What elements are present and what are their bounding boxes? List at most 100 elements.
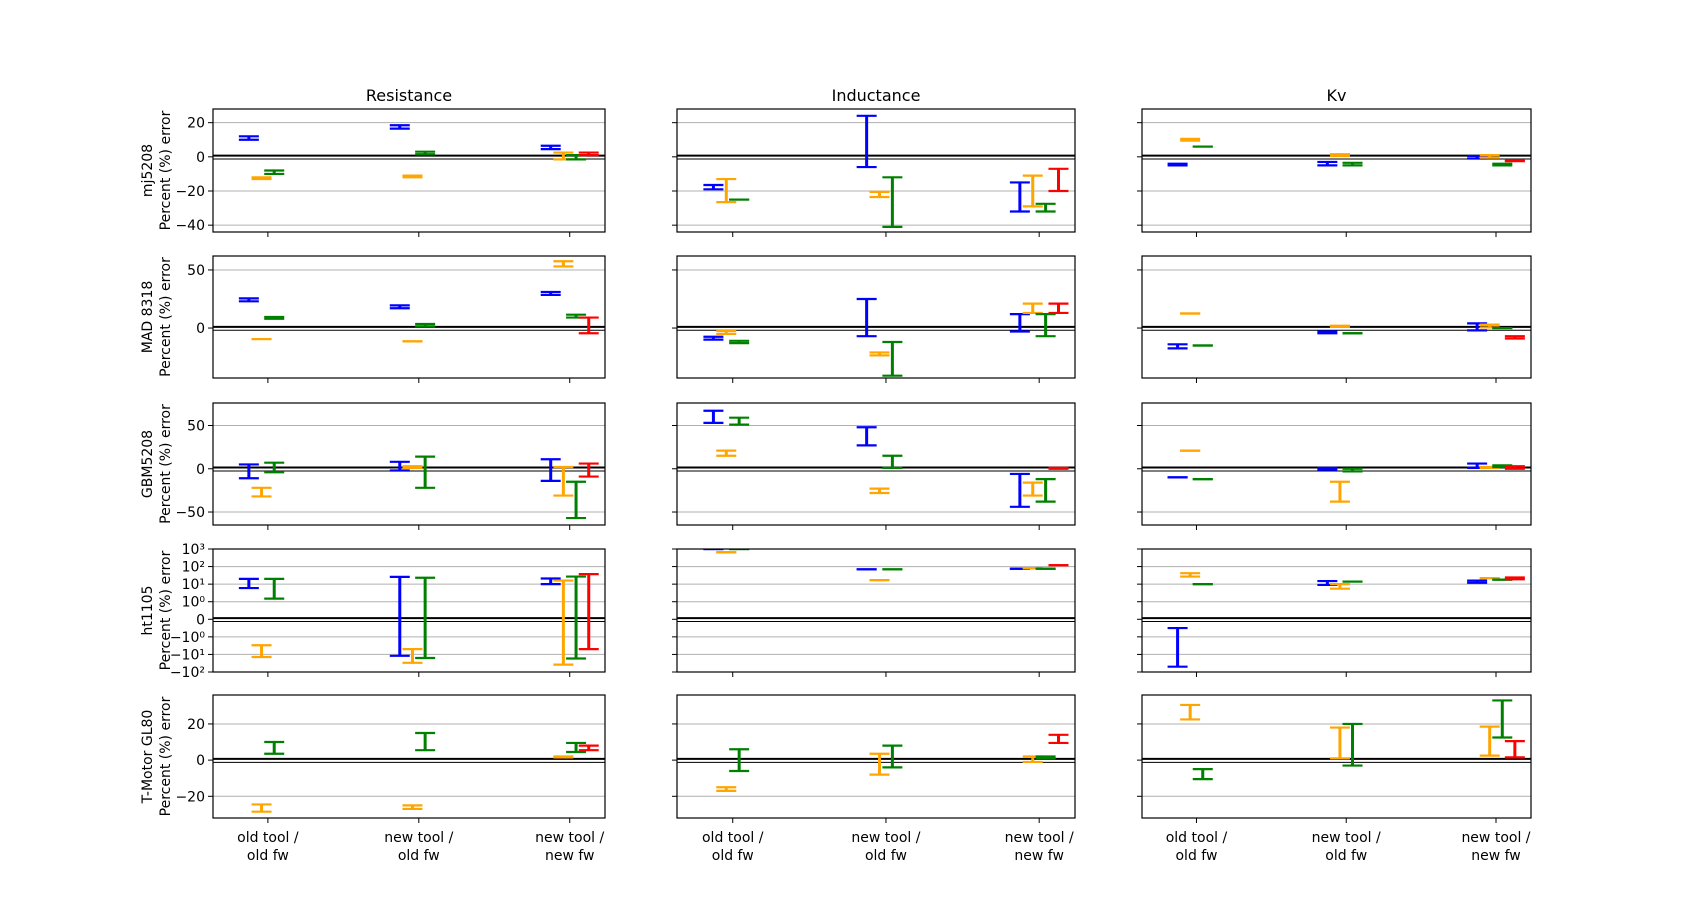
errorbar-orange (553, 260, 574, 268)
errorbar-red (1048, 466, 1069, 470)
errorbar-orange (716, 786, 737, 792)
errorbar-red (1504, 740, 1525, 759)
errorbar-green (729, 339, 750, 345)
errorbar-blue (389, 304, 410, 310)
errorbar-orange (1329, 153, 1350, 158)
errorbar-orange (251, 486, 272, 498)
errorbar-red (1504, 465, 1525, 470)
row-label-line: ht1105 (140, 586, 156, 636)
errorbar-orange (869, 752, 890, 776)
y-tick-label: −50 (175, 505, 205, 521)
errorbar-orange (1479, 154, 1500, 159)
errorbar-green (1492, 699, 1513, 739)
row-label-4: T-Motor GL80 Percent (%) error (140, 696, 174, 816)
errorbar-green (1342, 161, 1363, 167)
errorbar-blue (389, 575, 410, 657)
errorbar-blue (1317, 466, 1338, 471)
errorbar-orange (553, 465, 574, 497)
panel-frame (676, 108, 1076, 233)
errorbar-red (1504, 335, 1525, 340)
errorbar-blue (1167, 626, 1188, 668)
errorbar-blue (703, 335, 724, 341)
errorbars (1180, 699, 1525, 781)
panel-r1-c0: 50 0 (187, 255, 606, 383)
panel-r1-c2 (1137, 255, 1532, 383)
errorbar-green (415, 731, 436, 752)
column-title-kv: Kv (1327, 86, 1347, 105)
errorbar-red (578, 573, 599, 651)
panel-r0-c1 (672, 108, 1076, 237)
panel-r3-c1 (672, 548, 1076, 677)
panel-frame (1141, 255, 1532, 379)
column-title-inductance: Inductance (832, 86, 921, 105)
errorbar-orange (1329, 480, 1350, 503)
x-tick-label: old tool / (702, 830, 764, 846)
errorbar-green (1035, 755, 1056, 760)
panel-frame (1141, 108, 1532, 233)
errorbar-green (566, 575, 587, 660)
errorbar-blue (1467, 322, 1488, 332)
panel-r2-c2 (1137, 402, 1532, 530)
panel-frame (212, 694, 606, 819)
row-label-line: Percent (%) error (158, 696, 174, 816)
row-label-line: Percent (%) error (158, 550, 174, 670)
panel-frame (212, 402, 606, 526)
errorbar-orange (1180, 572, 1201, 578)
errorbar-orange (402, 648, 423, 664)
errorbar-orange (1180, 137, 1201, 142)
errorbar-blue (238, 135, 259, 141)
errorbar-orange (251, 803, 272, 813)
y-tick-label: 0 (196, 753, 205, 769)
x-tick-label: old tool / (237, 830, 299, 846)
y-tick-label: −40 (175, 218, 205, 234)
errorbar-green (264, 461, 285, 474)
errorbar-green (566, 741, 587, 754)
errorbar-green (1492, 162, 1513, 167)
y-tick-label: 0 (196, 612, 205, 628)
errorbar-green (882, 340, 903, 377)
errorbar-green (264, 169, 285, 176)
x-tick-label: new tool / (851, 830, 920, 846)
errorbar-orange (1022, 481, 1043, 497)
x-tick-label: new fw (1014, 848, 1064, 864)
panel-frame (1141, 402, 1532, 526)
panel-r4-c1: old tool / old fw new tool / old fw new tool… (672, 694, 1076, 864)
errorbar-orange (402, 174, 423, 179)
errorbars (716, 733, 1069, 792)
row-label-3: ht1105 Percent (%) error (140, 550, 174, 670)
y-tick-label: 0 (196, 321, 205, 337)
errorbar-orange (1329, 583, 1350, 590)
row-label-line: GBM5208 (140, 430, 156, 498)
row-label-1: MAD 8318 Percent (%) error (140, 257, 174, 377)
errorbar-blue (389, 124, 410, 130)
errorbar-red (578, 744, 599, 752)
errorbar-blue (238, 577, 259, 590)
errorbar-green (264, 577, 285, 600)
errorbar-blue (1009, 312, 1030, 333)
errorbars (238, 455, 599, 520)
errorbar-green (882, 744, 903, 769)
errorbar-green (415, 322, 436, 328)
x-tick-label: new tool / (1312, 830, 1381, 846)
errorbar-orange (1329, 324, 1350, 328)
errorbar-orange (869, 487, 890, 495)
errorbar-green (415, 150, 436, 156)
errorbars (1167, 312, 1525, 350)
panel-r0-c2 (1137, 108, 1532, 237)
y-tick-label: 10³ (182, 542, 205, 558)
errorbar-blue (1167, 343, 1188, 350)
errorbar-orange (1180, 703, 1201, 721)
y-tick-label: −10¹ (170, 647, 205, 663)
errorbar-orange (251, 644, 272, 659)
x-tick-label: new fw (545, 848, 595, 864)
y-tick-label: 10¹ (182, 577, 205, 593)
errorbar-orange (553, 579, 574, 666)
errorbars (238, 124, 599, 181)
errorbars (1167, 449, 1525, 503)
x-tick-label: old fw (712, 848, 754, 864)
row-label-line: T-Motor GL80 (140, 710, 156, 805)
row-label-0: mj5208 Percent (%) error (140, 110, 174, 230)
y-tick-label: −20 (175, 789, 205, 805)
y-tick-label: −10² (170, 665, 205, 681)
